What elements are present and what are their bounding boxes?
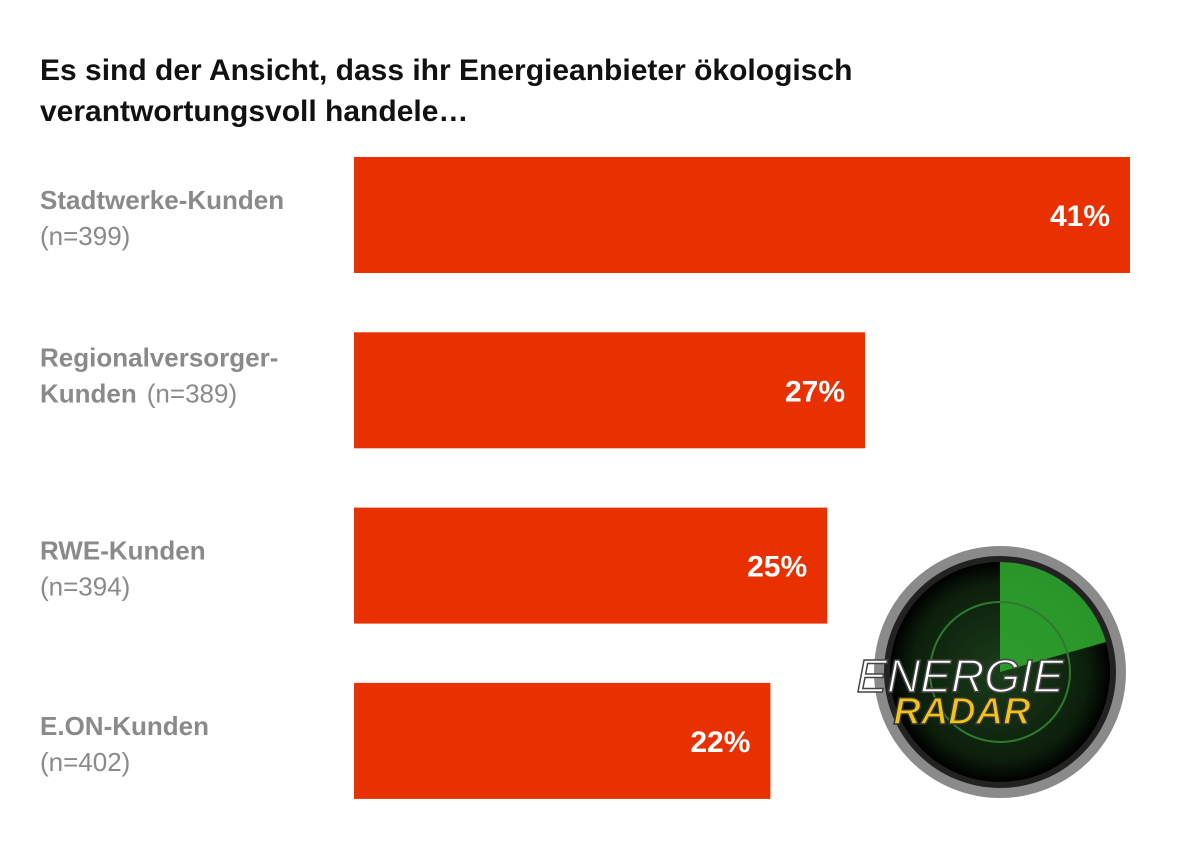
value-label: 27%	[785, 375, 845, 408]
bar	[354, 332, 866, 449]
sample-size: (n=394)	[40, 572, 130, 602]
logo-sweep	[1000, 561, 1106, 672]
bar	[354, 682, 771, 799]
bar	[354, 157, 1130, 273]
sample-size: (n=399)	[40, 221, 130, 251]
bar	[354, 507, 828, 624]
category-label: RWE-Kunden	[40, 536, 206, 566]
logo: ENERGIE RADAR	[856, 546, 1126, 798]
category-label: Regionalversorger-Kunden	[40, 342, 278, 408]
category-label: Stadtwerke-Kunden	[40, 185, 284, 215]
chart-title: Es sind der Ansicht, dass ihr Energieanb…	[40, 54, 852, 87]
value-label: 41%	[1050, 200, 1110, 233]
category-label: E.ON-Kunden	[40, 711, 209, 741]
logo-text: ENERGIE	[856, 650, 1064, 702]
logo-text: RADAR	[893, 691, 1031, 733]
sample-size: (n=402)	[40, 747, 130, 777]
sample-size: (n=389)	[147, 378, 237, 408]
value-label: 25%	[747, 551, 807, 584]
chart-title: verantwortungsvoll handele…	[40, 95, 468, 128]
value-label: 22%	[690, 726, 750, 759]
logo-grid	[929, 601, 1071, 743]
